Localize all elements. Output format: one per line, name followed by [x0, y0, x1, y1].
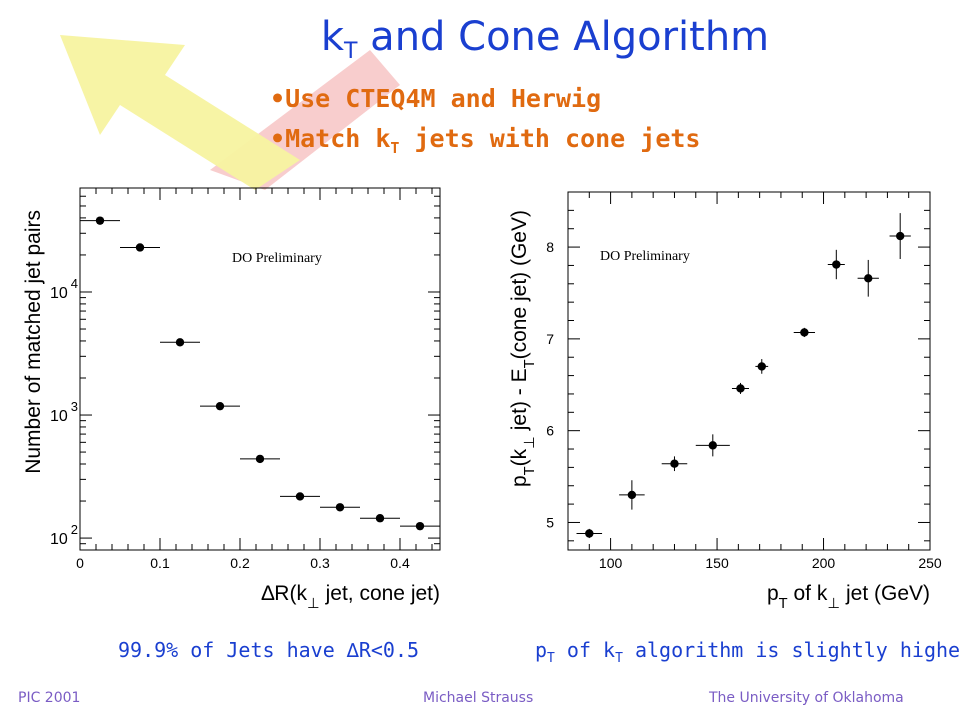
x-tick-label: 200 — [812, 555, 836, 571]
data-point — [135, 243, 145, 252]
data-point — [708, 441, 717, 450]
data-point — [800, 328, 809, 337]
title-main: k — [320, 14, 345, 60]
caption-right-sub1: T — [547, 651, 555, 666]
footer-event: PIC 2001 — [18, 690, 81, 706]
arrow-decoration — [60, 35, 400, 190]
data-point — [895, 231, 905, 241]
data-point — [757, 362, 766, 371]
y-tick-label: 7 — [546, 331, 554, 347]
data-point — [95, 216, 105, 225]
x-tick-label: 0.3 — [310, 555, 330, 571]
data-point — [832, 260, 841, 269]
data-point — [375, 514, 385, 523]
y-tick-label: 102 — [50, 522, 78, 548]
page-title: kT and Cone Algorithm — [0, 14, 960, 64]
data-point — [585, 529, 594, 538]
caption-right-a: p — [535, 638, 548, 662]
chart-pt-difference: 100 150 200 250 5 6 7 8 DO Preliminary pT of k⊥ j… — [508, 191, 942, 612]
bullet-text: Match k — [285, 124, 391, 153]
data-point — [864, 274, 873, 283]
annotation-preliminary: DO Preliminary — [232, 251, 322, 266]
title-sub: T — [344, 39, 358, 64]
footer-author: Michael Strauss — [423, 690, 534, 706]
data-point — [415, 521, 425, 531]
bullet-item: •Match kT jets with cone jets — [270, 124, 700, 157]
y-axis-label: Number of matched jet pairs — [22, 210, 45, 474]
annotation-preliminary: DO Preliminary — [600, 249, 690, 264]
data-point — [175, 338, 185, 347]
data-point — [627, 490, 637, 500]
x-tick-label: 0.1 — [150, 555, 170, 571]
caption-right-b: of k — [554, 638, 616, 662]
y-tick-label: 8 — [546, 239, 554, 255]
data-point — [255, 454, 265, 464]
bullet-item: •Use CTEQ4M and Herwig — [270, 84, 601, 113]
data-point — [670, 459, 679, 468]
x-tick-label: 0.2 — [230, 555, 250, 571]
y-tick-label: 104 — [50, 276, 78, 302]
x-axis-label: ∆R(k⊥ jet, cone jet) — [261, 582, 440, 612]
bullet-marker: • — [270, 84, 286, 113]
caption-right-sub2: T — [615, 651, 623, 666]
x-tick-label: 0 — [76, 555, 84, 571]
bullet-sub: T — [390, 139, 400, 157]
bullet-marker: • — [270, 124, 286, 153]
plot-frame — [79, 187, 441, 551]
y-tick-label: 6 — [546, 423, 554, 439]
y-tick-label: 5 — [546, 514, 554, 530]
arrow-head — [60, 35, 300, 190]
data-point — [335, 503, 345, 512]
x-tick-label: 100 — [599, 555, 623, 571]
data-point — [215, 401, 225, 411]
caption-left: 99.9% of Jets have ∆R<0.5 — [118, 638, 420, 662]
y-axis-label: pT(k⊥ jet) - ET(cone jet) (GeV) — [508, 210, 538, 487]
x-axis-label: pT of k⊥ jet (GeV) — [767, 582, 930, 612]
chart-matched-jet-pairs: 0 0.1 0.2 0.3 0.4 102 103 104 DO Preliminary ∆R(k… — [22, 187, 441, 612]
footer-institution: The University of Oklahoma — [709, 690, 904, 706]
plot-frame — [567, 191, 931, 551]
data-point — [736, 384, 745, 393]
data-point — [295, 492, 305, 501]
bullet-rest: jets with cone jets — [399, 124, 701, 153]
bullet-text: Use CTEQ4M and Herwig — [285, 84, 602, 113]
x-tick-label: 150 — [705, 555, 729, 571]
y-tick-label: 103 — [50, 399, 78, 425]
x-tick-label: 250 — [918, 555, 942, 571]
caption-right: pT of kT algorithm is slightly higher — [535, 638, 960, 666]
title-rest: and Cone Algorithm — [357, 14, 770, 60]
x-tick-label: 0.4 — [390, 555, 410, 571]
caption-right-c: algorithm is slightly higher — [622, 638, 960, 662]
